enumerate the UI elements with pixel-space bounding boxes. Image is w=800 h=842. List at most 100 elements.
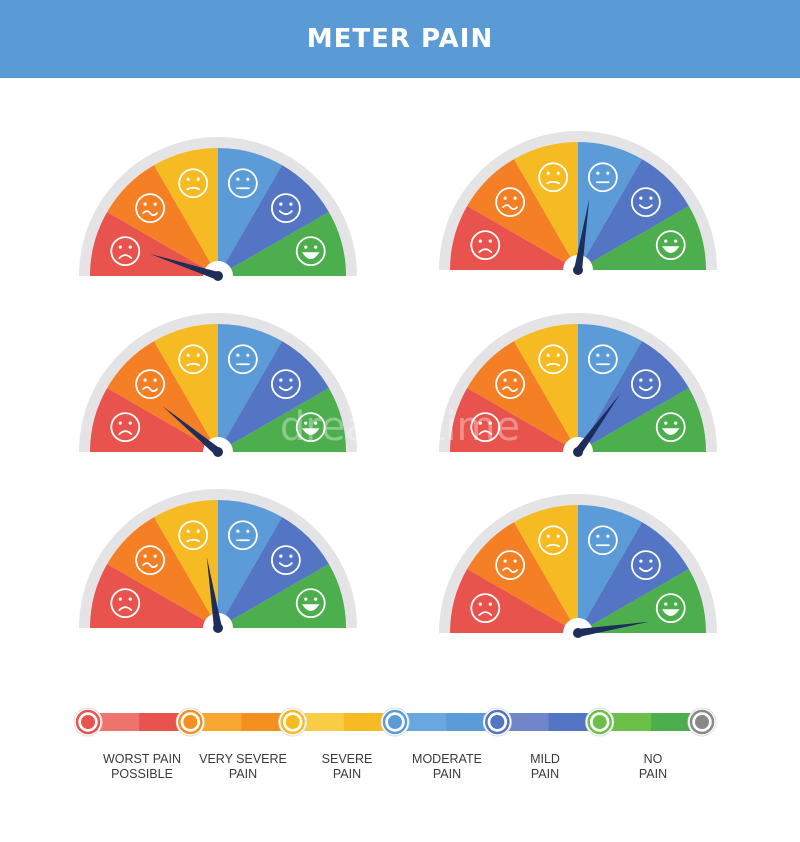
face-frown-icon [538, 344, 569, 375]
face-wavy-icon [135, 369, 166, 400]
face-neutral-icon [227, 168, 258, 199]
gauge-needle [206, 556, 222, 629]
gauge-segment [514, 142, 578, 270]
gauge-segment [467, 522, 578, 633]
face-frown-icon [178, 520, 209, 551]
gauge-segment [467, 341, 578, 452]
face-frown-icon [538, 162, 569, 193]
gauge-segment [218, 564, 346, 628]
scale-marker [175, 707, 205, 737]
gauge-segment [578, 206, 706, 270]
face-neutral-icon [227, 344, 258, 375]
gauge-segment [514, 505, 578, 633]
pain-gauge [439, 313, 717, 467]
gauge-segment [467, 159, 578, 270]
gauge-needle [162, 406, 221, 456]
gauge-segment [578, 142, 642, 270]
title-bar: METER PAIN [0, 0, 800, 78]
face-neutral-icon [587, 525, 618, 556]
pain-gauge [79, 137, 357, 291]
gauge-segment [450, 569, 578, 633]
face-wavy-icon [495, 187, 526, 218]
gauge-segment [218, 517, 329, 628]
face-wavy-icon [495, 369, 526, 400]
face-frown-icon [178, 344, 209, 375]
gauge-segment [578, 341, 689, 452]
gauge-segment [578, 569, 706, 633]
needle-pivot [573, 447, 583, 457]
scale-marker [73, 707, 103, 737]
needle-pivot [213, 447, 223, 457]
needle-pivot [573, 265, 583, 275]
needle-pivot [573, 628, 583, 638]
scale-label-no-pain: NO PAIN [638, 752, 668, 781]
gauge-needle [577, 621, 650, 637]
needle-pivot [213, 271, 223, 281]
face-wavy-icon [495, 550, 526, 581]
face-smile-icon [630, 550, 661, 581]
pain-gauge [79, 489, 357, 643]
gauge-segment [90, 564, 218, 628]
face-smile-icon [630, 369, 661, 400]
face-grin-icon [295, 236, 326, 267]
gauge-segment [107, 517, 218, 628]
gauge-segment [514, 324, 578, 452]
gauge-segment [90, 212, 218, 276]
face-sad-icon [110, 236, 141, 267]
gauge-segment [218, 341, 329, 452]
face-grin-icon [295, 588, 326, 619]
gauge-segment [218, 388, 346, 452]
gauge-segment [90, 388, 218, 452]
gauge-segment [218, 148, 282, 276]
face-frown-icon [178, 168, 209, 199]
face-frown-icon [538, 525, 569, 556]
face-neutral-icon [587, 344, 618, 375]
face-neutral-icon [227, 520, 258, 551]
face-sad-icon [470, 230, 501, 261]
face-sad-icon [470, 412, 501, 443]
face-neutral-icon [587, 162, 618, 193]
scale-label-very-severe: VERY SEVERE PAIN [199, 752, 287, 781]
gauge-segment [450, 388, 578, 452]
face-grin-icon [295, 412, 326, 443]
scale-label-mild: MILD PAIN [530, 752, 560, 781]
scale-marker [687, 707, 717, 737]
gauge-needle [149, 253, 220, 280]
scale-label-severe: SEVERE PAIN [321, 752, 373, 781]
face-smile-icon [630, 187, 661, 218]
scale-marker [380, 707, 410, 737]
face-grin-icon [655, 593, 686, 624]
scale-marker [482, 707, 512, 737]
pain-scale-bar [73, 707, 717, 737]
gauge-segment [154, 148, 218, 276]
face-smile-icon [270, 369, 301, 400]
gauge-segment [578, 505, 642, 633]
gauge-segment [218, 500, 282, 628]
face-grin-icon [655, 412, 686, 443]
gauge-segment [450, 206, 578, 270]
face-smile-icon [270, 545, 301, 576]
pain-gauge [439, 131, 717, 285]
scale-label-worst: WORST PAIN POSSIBLE [102, 752, 181, 781]
face-grin-icon [655, 230, 686, 261]
gauge-segment [578, 159, 689, 270]
gauge-needle [574, 393, 621, 455]
gauge-segment [578, 324, 642, 452]
needle-pivot [213, 623, 223, 633]
face-sad-icon [110, 412, 141, 443]
face-smile-icon [270, 193, 301, 224]
pain-gauge [79, 313, 357, 467]
gauge-segment [107, 341, 218, 452]
page-title: METER PAIN [306, 24, 494, 54]
gauge-segment [154, 324, 218, 452]
face-sad-icon [110, 588, 141, 619]
gauge-segment [218, 212, 346, 276]
gauge-needle [574, 198, 590, 271]
scale-marker [278, 707, 308, 737]
face-sad-icon [470, 593, 501, 624]
gauge-segment [107, 165, 218, 276]
watermark: dreamstime [280, 404, 520, 450]
face-wavy-icon [135, 193, 166, 224]
gauge-segment [154, 500, 218, 628]
